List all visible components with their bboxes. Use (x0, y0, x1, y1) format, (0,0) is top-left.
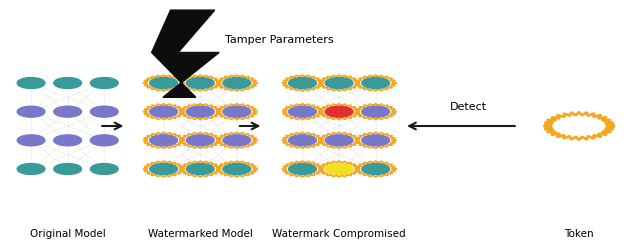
Circle shape (17, 135, 45, 146)
Circle shape (54, 164, 82, 174)
Circle shape (325, 135, 353, 146)
Circle shape (17, 106, 45, 117)
Circle shape (288, 164, 316, 174)
Text: Detect: Detect (450, 102, 487, 112)
Circle shape (91, 164, 118, 174)
Circle shape (223, 164, 250, 174)
Circle shape (186, 78, 214, 88)
Polygon shape (152, 10, 219, 97)
Circle shape (17, 164, 45, 174)
Circle shape (362, 78, 389, 88)
Circle shape (223, 135, 250, 146)
Text: Original Model: Original Model (30, 229, 105, 239)
Circle shape (150, 164, 178, 174)
Circle shape (54, 135, 82, 146)
Circle shape (362, 106, 389, 117)
Circle shape (91, 78, 118, 88)
Circle shape (362, 164, 389, 174)
Circle shape (223, 78, 250, 88)
Circle shape (288, 106, 316, 117)
Circle shape (223, 106, 250, 117)
Circle shape (288, 78, 316, 88)
Circle shape (186, 135, 214, 146)
Circle shape (325, 78, 353, 88)
Text: Token: Token (564, 229, 594, 239)
Circle shape (362, 135, 389, 146)
Circle shape (288, 135, 316, 146)
Circle shape (186, 164, 214, 174)
Circle shape (186, 106, 214, 117)
Text: Watermark Compromised: Watermark Compromised (272, 229, 406, 239)
Circle shape (325, 106, 353, 117)
Text: Tamper Parameters: Tamper Parameters (226, 35, 334, 45)
Circle shape (150, 135, 178, 146)
Circle shape (54, 78, 82, 88)
Circle shape (91, 135, 118, 146)
Circle shape (150, 78, 178, 88)
Circle shape (91, 106, 118, 117)
Circle shape (150, 106, 178, 117)
Text: Watermarked Model: Watermarked Model (148, 229, 253, 239)
Circle shape (54, 106, 82, 117)
Circle shape (17, 78, 45, 88)
Circle shape (325, 164, 353, 174)
